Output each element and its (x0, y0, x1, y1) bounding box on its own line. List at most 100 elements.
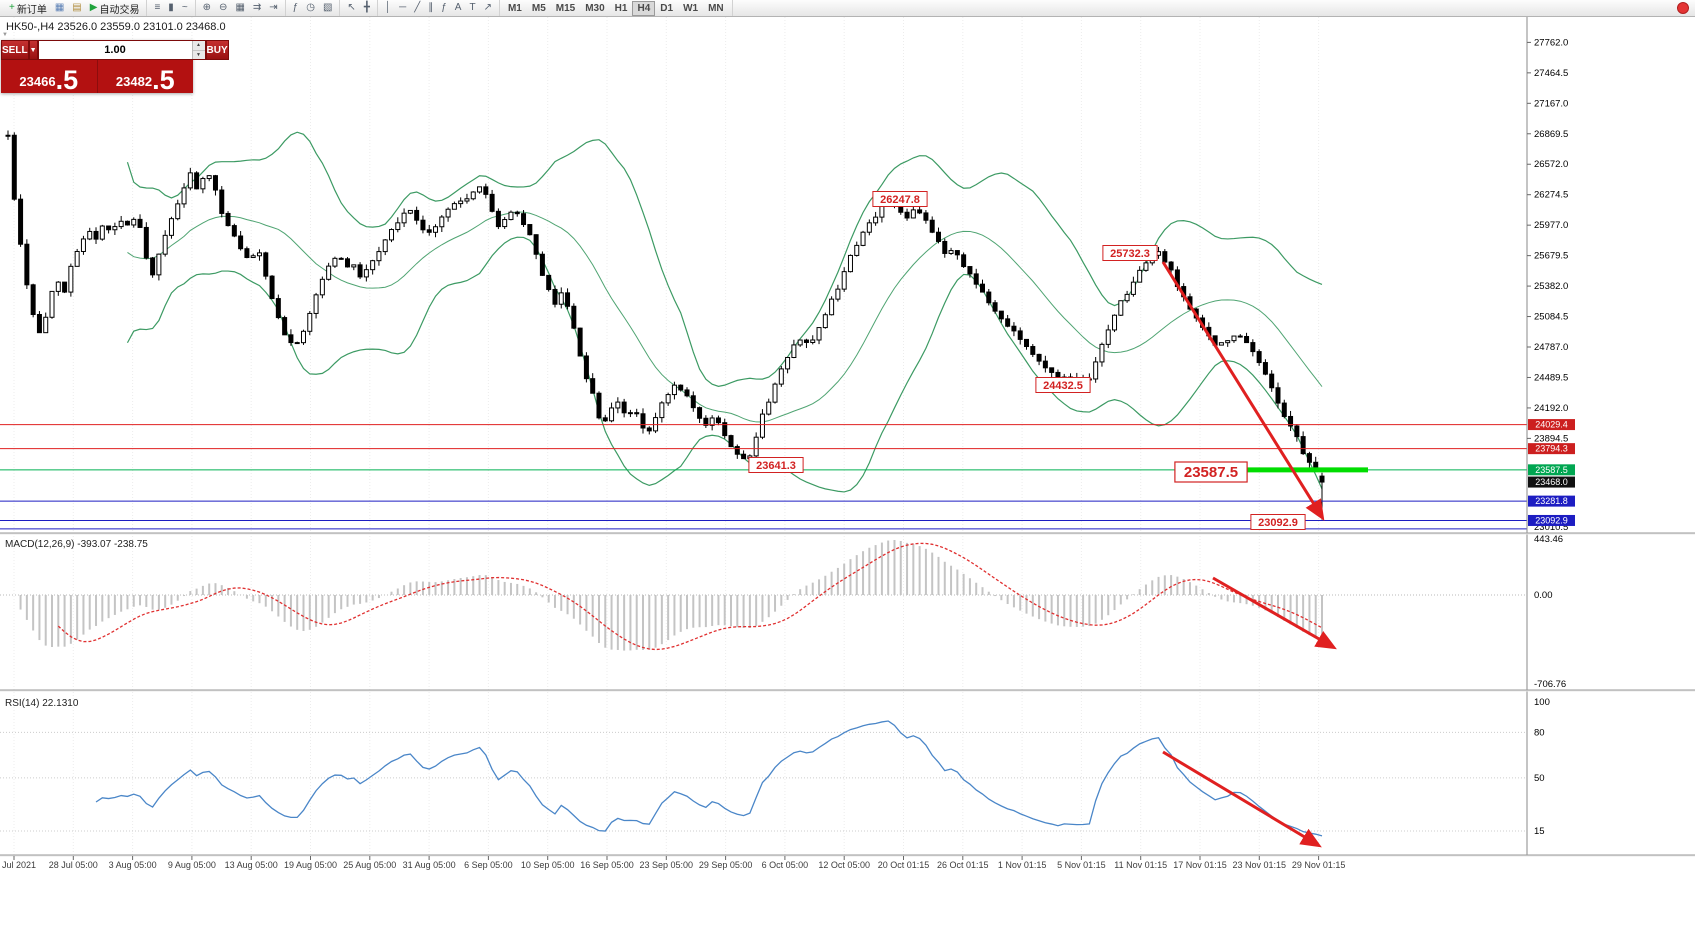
timeframe-m30-button[interactable]: M30 (585, 2, 605, 14)
text-icon: A (454, 2, 462, 13)
tile-windows-button[interactable]: ▦ (231, 1, 248, 16)
svg-text:80: 80 (1534, 727, 1545, 738)
svg-text:23092.9: 23092.9 (1535, 515, 1568, 525)
crosshair-icon: ╋ (363, 2, 370, 13)
timeframe-h4-button[interactable]: H4 (632, 0, 656, 16)
svg-text:19 Aug 05:00: 19 Aug 05:00 (284, 860, 337, 870)
svg-text:23 Nov 01:15: 23 Nov 01:15 (1233, 860, 1287, 870)
volume-input[interactable] (38, 41, 192, 59)
svg-text:26869.5: 26869.5 (1534, 129, 1568, 140)
text-label-button[interactable]: T (465, 1, 479, 16)
indicators-button[interactable]: ƒ (289, 1, 303, 16)
price-callouts[interactable]: 26247.8 25732.3 24432.5 23641.3 23092.9 23587… (748, 191, 1306, 530)
svg-text:23587.5: 23587.5 (1184, 464, 1238, 481)
sell-price[interactable]: 23466.5 (1, 60, 98, 94)
trade-group: + 新订单 ▦ ▤ ▶ 自动交易 (2, 0, 148, 16)
bar-chart-button[interactable]: ≡ (150, 1, 164, 16)
vertical-line-button[interactable]: │ (381, 1, 395, 16)
svg-text:29 Sep 05:00: 29 Sep 05:00 (699, 860, 753, 870)
charts-button[interactable]: ▦ (51, 1, 68, 16)
sell-button[interactable]: SELL (1, 40, 29, 60)
one-click-trading-panel: ▼ SELL ▼ ▲ ▼ BUY 23466.5 23482.5 (1, 32, 229, 94)
buy-button[interactable]: BUY (205, 40, 229, 60)
svg-text:23587.5: 23587.5 (1535, 465, 1568, 475)
volume-increase-button[interactable]: ▲ (192, 41, 205, 51)
autotrading-button[interactable]: ▶ 自动交易 (86, 1, 144, 16)
chart-shift-button[interactable]: ⇥ (265, 1, 281, 16)
rsi-axis: 100 80 50 15 (1534, 697, 1550, 837)
svg-text:26572.0: 26572.0 (1534, 159, 1568, 170)
svg-text:25679.5: 25679.5 (1534, 251, 1568, 262)
profiles-button[interactable]: ▤ (68, 1, 85, 16)
chart-ohlc-info: HK50-,H4 23526.0 23559.0 23101.0 23468.0 (6, 21, 226, 33)
trend-arrow-main[interactable] (1161, 261, 1325, 521)
equidistant-channel-button[interactable]: ∥ (424, 1, 437, 16)
svg-text:0.00: 0.00 (1534, 590, 1553, 601)
trendline-button[interactable]: ╱ (410, 1, 424, 16)
timeframe-m1-button[interactable]: M1 (507, 2, 522, 14)
svg-text:23794.3: 23794.3 (1535, 444, 1568, 454)
auto-scroll-icon: ⇉ (252, 2, 262, 13)
svg-text:3 Aug 05:00: 3 Aug 05:00 (109, 860, 157, 870)
templates-icon: ▧ (322, 2, 333, 13)
chart-type-group: ≡ ▮ ~ (147, 0, 196, 16)
timeframe-m15-button[interactable]: M15 (555, 2, 576, 14)
notification-badge[interactable] (1677, 2, 1689, 14)
templates-button[interactable]: ▧ (319, 1, 336, 16)
horizontal-line-button[interactable]: ─ (395, 1, 410, 16)
periods-icon: ◷ (306, 2, 315, 13)
svg-text:24787.0: 24787.0 (1534, 342, 1568, 353)
fibonacci-icon: ƒ (441, 2, 447, 13)
candlestick-chart-button[interactable]: ▮ (164, 1, 178, 16)
svg-text:11 Nov 01:15: 11 Nov 01:15 (1114, 860, 1167, 870)
profiles-icon: ▤ (72, 2, 82, 13)
autotrading-icon: ▶ (89, 2, 98, 13)
equidistant-channel-icon: ∥ (428, 2, 434, 13)
text-button[interactable]: A (451, 1, 466, 16)
svg-text:23894.5: 23894.5 (1534, 433, 1568, 444)
horizontal-line-icon: ─ (399, 2, 407, 13)
trend-arrow-macd[interactable] (1212, 576, 1337, 650)
trendline-icon: ╱ (414, 2, 421, 13)
arrows-button[interactable]: ↗ (480, 1, 496, 16)
bar-chart-icon: ≡ (154, 2, 161, 13)
time-axis[interactable]: Jul 2021 28 Jul 05:00 3 Aug 05:00 9 Aug 05:… (2, 856, 1345, 870)
svg-text:50: 50 (1534, 773, 1545, 784)
svg-text:23468.0: 23468.0 (1535, 477, 1568, 487)
zoom-in-icon: ⊕ (202, 2, 212, 13)
volume-decrease-button[interactable]: ▼ (192, 50, 205, 59)
svg-text:16 Sep 05:00: 16 Sep 05:00 (580, 860, 634, 870)
auto-scroll-button[interactable]: ⇉ (249, 1, 265, 16)
svg-text:24489.5: 24489.5 (1534, 372, 1568, 383)
fibonacci-button[interactable]: ƒ (437, 1, 451, 16)
zoom-in-button[interactable]: ⊕ (199, 1, 215, 16)
svg-text:25084.5: 25084.5 (1534, 312, 1568, 323)
svg-text:24432.5: 24432.5 (1043, 380, 1083, 392)
candlestick-series[interactable] (5, 130, 1325, 520)
timeframe-mn-button[interactable]: MN (708, 2, 724, 14)
svg-text:443.46: 443.46 (1534, 534, 1563, 545)
trend-arrow-rsi[interactable] (1162, 750, 1322, 848)
zoom-out-button[interactable]: ⊖ (215, 1, 231, 16)
volume-dropdown-button[interactable]: ▼ (28, 40, 38, 60)
timeframe-m5-button[interactable]: M5 (531, 2, 546, 14)
buy-price[interactable]: 23482.5 (97, 60, 193, 94)
autotrading-button-label: 自动交易 (99, 4, 140, 16)
svg-text:10 Sep 05:00: 10 Sep 05:00 (521, 860, 575, 870)
line-chart-button[interactable]: ~ (178, 1, 192, 16)
svg-text:26247.8: 26247.8 (880, 194, 920, 206)
svg-text:27167.0: 27167.0 (1534, 98, 1568, 109)
trade-panel-collapse-button[interactable]: ▼ (2, 32, 8, 38)
cursor-button[interactable]: ↖ (343, 1, 359, 16)
tile-windows-icon: ▦ (235, 2, 245, 13)
timeframe-h1-button[interactable]: H1 (614, 2, 628, 14)
timeframe-w1-button[interactable]: W1 (683, 2, 699, 14)
new-order-button[interactable]: + 新订单 (5, 1, 51, 16)
crosshair-button[interactable]: ╋ (360, 1, 374, 16)
svg-text:25382.0: 25382.0 (1534, 281, 1568, 292)
svg-text:25732.3: 25732.3 (1110, 248, 1150, 260)
periods-button[interactable]: ◷ (302, 1, 319, 16)
timeframe-d1-button[interactable]: D1 (660, 2, 674, 14)
